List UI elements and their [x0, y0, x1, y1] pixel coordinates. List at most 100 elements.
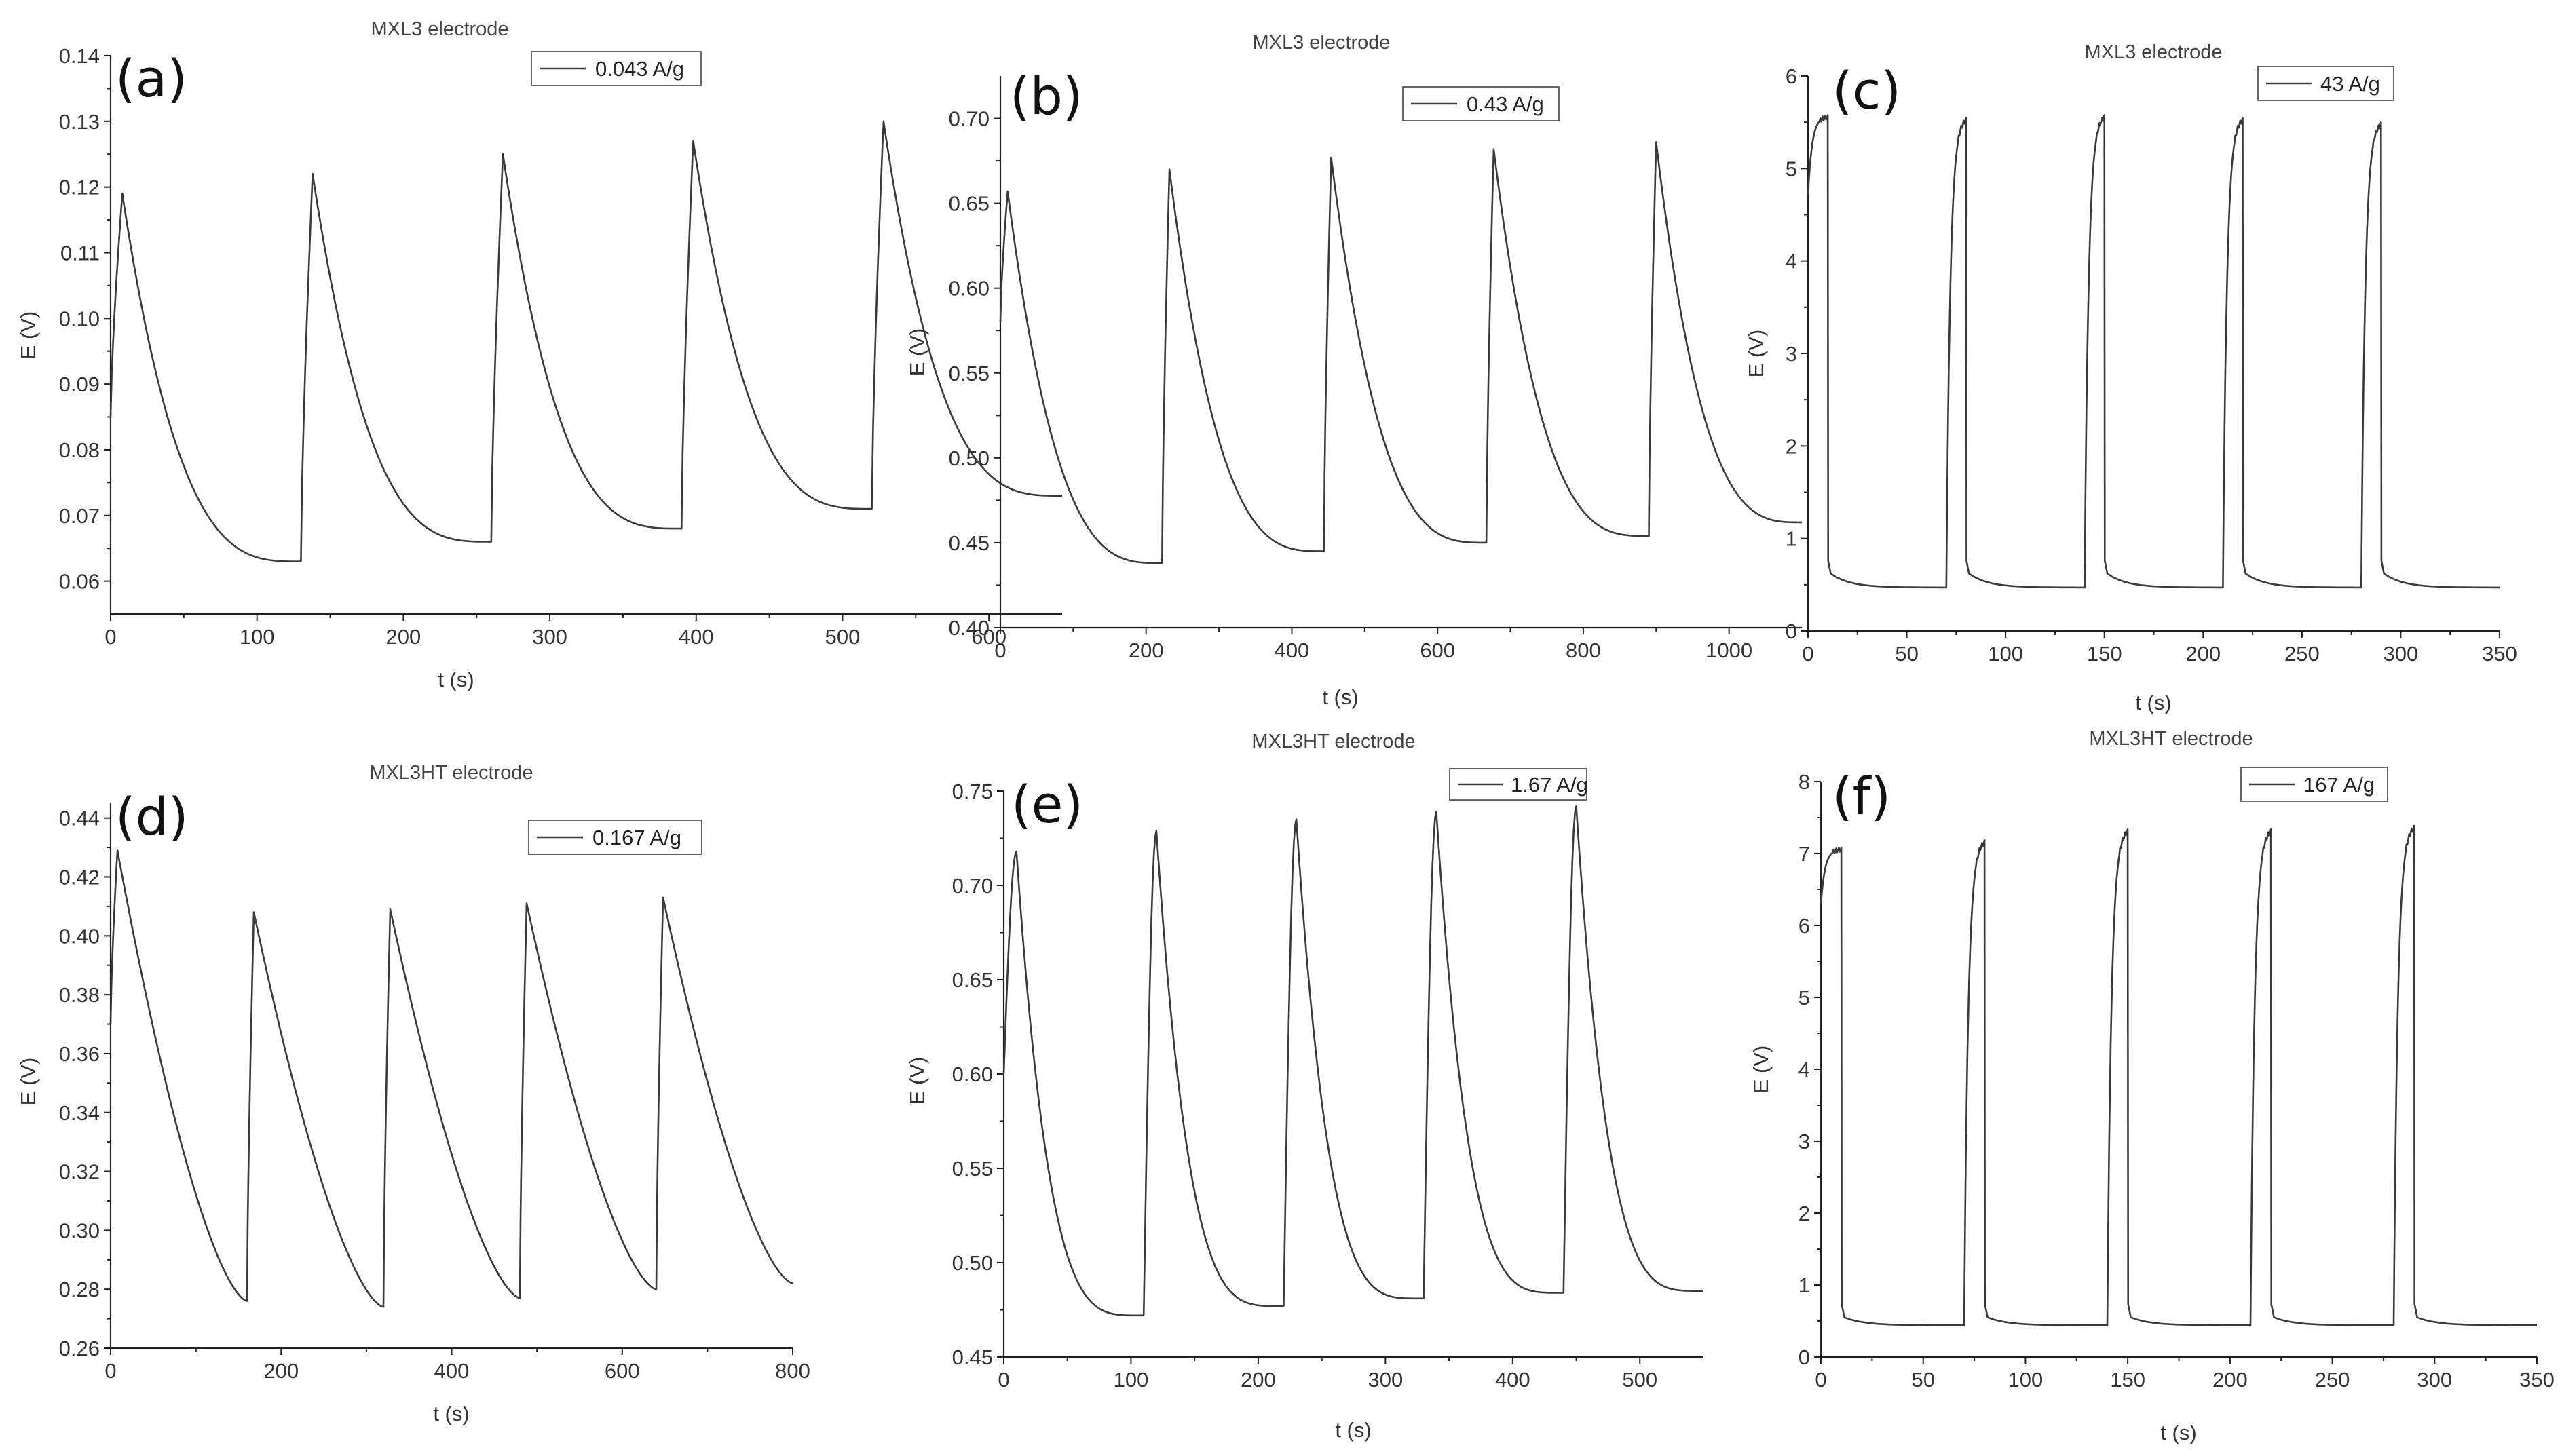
panel-e-xtick-label: 100 — [1114, 1368, 1149, 1392]
panel-b-xtick-label: 600 — [1420, 638, 1455, 662]
panel-d-ytick-label: 0.30 — [59, 1219, 100, 1242]
panel-a-ytick-label: 0.10 — [59, 307, 100, 330]
panel-a-legend: 0.043 A/g — [531, 51, 702, 86]
panel-d-ytick-label: 0.32 — [59, 1160, 100, 1184]
panel-b-xtick-label: 200 — [1129, 638, 1164, 662]
panel-d-xtick-label: 0 — [105, 1359, 116, 1383]
panel-e-legend-label: 1.67 A/g — [1511, 773, 1588, 797]
panel-f-legend-label: 167 A/g — [2303, 773, 2375, 797]
panel-d-ytick-label: 0.42 — [59, 866, 100, 889]
panel-d-ytick-label: 0.40 — [59, 924, 100, 948]
panel-b-label: (b) — [1010, 66, 1083, 126]
panel-b-ytick-label: 0.60 — [949, 277, 990, 301]
panel-e-title: MXL3HT electrode — [1251, 731, 1415, 752]
panel-c: MXL3 electrode (c) t (s) E (V) 43 A/g 0 5… — [1744, 41, 2517, 714]
panel-c-label: (c) — [1832, 60, 1901, 121]
panel-f-ytick-label: 4 — [1798, 1058, 1810, 1081]
panel-f-title: MXL3HT electrode — [2089, 728, 2253, 750]
panel-f-xtick-label: 50 — [1911, 1368, 1934, 1392]
panel-b-ytick-label: 0.55 — [949, 362, 990, 385]
panel-c-ytick-label: 2 — [1786, 434, 1797, 458]
panel-c-ytick-label: 5 — [1786, 157, 1797, 180]
panel-b-ylabel: E (V) — [905, 328, 929, 377]
panel-e: MXL3HT electrode (e) t (s) E (V) 1.67 A/… — [905, 731, 1703, 1442]
panel-f-series-line — [1820, 824, 2537, 1326]
panel-c-xtick-label: 300 — [2384, 642, 2419, 666]
panel-c-xtick-label: 350 — [2482, 642, 2517, 666]
panel-e-ylabel: E (V) — [905, 1057, 929, 1105]
panel-e-ytick-label: 0.45 — [952, 1345, 993, 1369]
panel-e-ytick-label: 0.60 — [952, 1062, 993, 1086]
panel-f-xtick-label: 350 — [2519, 1368, 2555, 1392]
panel-f-ytick-label: 5 — [1798, 986, 1810, 1010]
panel-d-label: (d) — [115, 786, 189, 847]
panel-e-xtick-label: 400 — [1495, 1368, 1530, 1392]
panel-d-series-line — [109, 849, 793, 1308]
panel-b-xtick-label: 0 — [994, 638, 1006, 662]
panel-b-ytick-label: 0.65 — [949, 192, 990, 216]
panel-e-ytick-label: 0.55 — [952, 1157, 993, 1181]
panel-a-ytick-label: 0.14 — [59, 44, 100, 68]
panel-f-xtick-label: 150 — [2110, 1368, 2145, 1392]
panel-b-ytick-label: 0.40 — [949, 616, 990, 640]
panel-a-xlabel: t (s) — [438, 668, 474, 691]
panel-f-ytick-label: 8 — [1798, 770, 1810, 794]
panel-e-xtick-label: 500 — [1622, 1368, 1657, 1392]
panel-c-xlabel: t (s) — [2135, 691, 2171, 714]
panel-e-ytick-label: 0.50 — [952, 1251, 993, 1275]
panel-c-legend: 43 A/g — [2257, 66, 2394, 101]
panel-d-xlabel: t (s) — [433, 1402, 469, 1425]
panel-f-xtick-label: 300 — [2417, 1368, 2452, 1392]
panel-b-legend-label: 0.43 A/g — [1467, 92, 1544, 116]
panel-c-xtick-label: 150 — [2087, 642, 2122, 666]
panel-f-ytick-label: 1 — [1798, 1273, 1810, 1297]
panel-e-xtick-label: 0 — [998, 1368, 1009, 1392]
panel-d-ytick-label: 0.26 — [59, 1337, 100, 1360]
panel-c-legend-label: 43 A/g — [2320, 72, 2380, 96]
panel-c-ytick-label: 4 — [1786, 250, 1797, 273]
panel-c-ytick-label: 0 — [1786, 619, 1797, 643]
panel-b-xtick-label: 400 — [1275, 638, 1310, 662]
panel-f-ytick-label: 0 — [1798, 1345, 1810, 1369]
panel-f-ytick-label: 6 — [1798, 914, 1810, 938]
panel-b-xlabel: t (s) — [1322, 685, 1358, 709]
panel-b-legend: 0.43 A/g — [1402, 86, 1560, 121]
panel-b-ytick-label: 0.50 — [949, 446, 990, 470]
panel-c-title: MXL3 electrode — [2084, 41, 2222, 63]
panel-c-series-line — [1807, 114, 2500, 589]
panel-f-xtick-label: 200 — [2212, 1368, 2248, 1392]
panel-c-xtick-label: 200 — [2185, 642, 2221, 666]
panel-a-xtick-label: 200 — [386, 625, 421, 649]
panel-a-xtick-label: 0 — [105, 625, 116, 649]
panel-d-legend-label: 0.167 A/g — [592, 826, 681, 849]
panel-e-legend: 1.67 A/g — [1449, 768, 1588, 801]
panel-e-xtick-label: 300 — [1368, 1368, 1403, 1392]
panel-b-title: MXL3 electrode — [1252, 32, 1390, 54]
panel-d-ytick-label: 0.36 — [59, 1042, 100, 1066]
panel-d-ytick-label: 0.34 — [59, 1101, 100, 1125]
panel-a: MXL3 electrode (a) t (s) E (V) 0.043 A/g… — [16, 18, 1062, 691]
panel-f-ytick-label: 7 — [1798, 842, 1810, 866]
panel-d-ytick-label: 0.38 — [59, 983, 100, 1007]
panel-b-ytick-label: 0.70 — [949, 107, 990, 131]
panel-a-ytick-label: 0.12 — [59, 176, 100, 199]
panel-d-ylabel: E (V) — [16, 1058, 40, 1106]
panel-e-label: (e) — [1011, 774, 1083, 835]
panel-e-xtick-label: 200 — [1241, 1368, 1276, 1392]
panel-a-xtick-label: 300 — [532, 625, 567, 649]
panel-a-ytick-label: 0.08 — [59, 438, 100, 462]
panel-a-ytick-label: 0.11 — [60, 241, 100, 265]
panel-c-ylabel: E (V) — [1744, 330, 1768, 378]
panel-f-ytick-label: 3 — [1798, 1130, 1810, 1153]
panel-a-xtick-label: 500 — [825, 625, 861, 649]
panel-a-ytick-label: 0.09 — [59, 372, 100, 396]
panel-d-title: MXL3HT electrode — [369, 762, 533, 784]
panel-f-legend: 167 A/g — [2240, 767, 2388, 802]
panel-f-label: (f) — [1832, 766, 1891, 826]
panel-e-series-line — [1002, 805, 1703, 1317]
panel-d-xtick-label: 800 — [775, 1359, 810, 1383]
panel-b-series-line — [999, 141, 1802, 564]
panel-a-xtick-label: 100 — [240, 625, 275, 649]
panel-d-legend: 0.167 A/g — [528, 820, 702, 855]
